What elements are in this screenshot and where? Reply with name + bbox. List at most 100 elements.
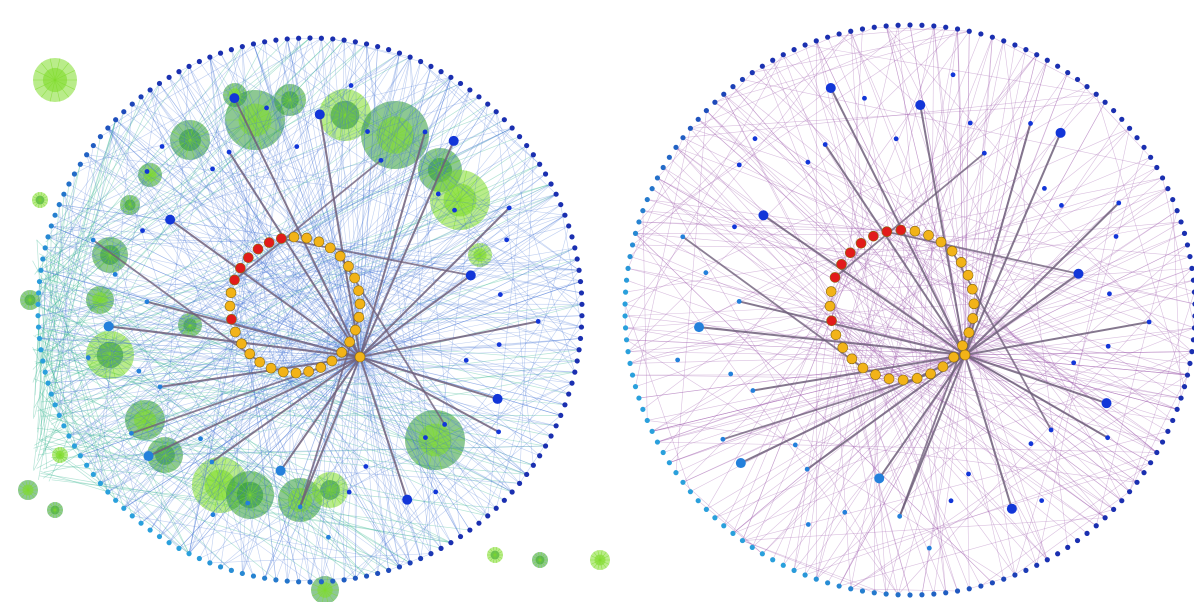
thin-edge	[47, 356, 361, 384]
thin-edge	[862, 367, 1016, 576]
cluster-spoke	[479, 249, 491, 256]
cluster-spoke	[537, 552, 541, 561]
thin-edge	[240, 267, 582, 328]
thin-edge	[652, 354, 966, 432]
thin-edge	[732, 356, 954, 534]
outer-ring-node	[509, 125, 515, 131]
hub-edge	[211, 356, 361, 463]
left-outer-ring	[35, 35, 585, 585]
thin-edge	[149, 89, 265, 579]
thin-edge	[59, 204, 361, 358]
thin-edge	[231, 52, 400, 320]
green-edge	[36, 427, 520, 484]
hub-edge	[682, 236, 864, 369]
thin-edge	[957, 28, 966, 356]
thin-edge	[377, 77, 452, 574]
thin-edge	[38, 292, 361, 358]
cluster-spoke	[109, 354, 126, 374]
green-edge	[38, 136, 101, 481]
outer-ring-node	[156, 80, 163, 87]
outer-ring-node	[1191, 289, 1194, 295]
thin-edge	[340, 255, 569, 395]
thin-edge	[107, 193, 557, 493]
green-edge	[37, 281, 40, 366]
thin-edge	[675, 147, 966, 356]
thin-edge	[308, 61, 421, 372]
thin-edge	[286, 38, 361, 358]
thin-edge	[359, 193, 557, 358]
thin-edge	[714, 378, 918, 519]
mid-node	[433, 489, 439, 495]
thin-edge	[58, 119, 116, 416]
thin-edge	[149, 89, 261, 363]
green-edge	[50, 194, 65, 369]
mid-node	[966, 471, 971, 477]
thin-edge	[842, 347, 1037, 566]
cluster-spoke	[479, 254, 491, 261]
outer-ring-node	[907, 22, 913, 28]
thin-edge	[723, 94, 982, 587]
cluster-spoke	[149, 174, 153, 187]
green-edge	[36, 239, 40, 282]
thin-edge	[86, 154, 565, 216]
thin-edge	[308, 83, 461, 372]
thin-edge	[964, 354, 1145, 473]
outer-ring-node	[1174, 208, 1180, 214]
thin-edge	[972, 318, 1169, 432]
thin-edge	[107, 127, 356, 579]
thin-edge	[283, 41, 356, 372]
thin-edge	[159, 214, 566, 537]
thin-edge	[39, 292, 232, 339]
thin-edge	[286, 38, 361, 358]
cluster-spoke	[202, 484, 221, 508]
outer-ring-node	[71, 443, 78, 449]
cluster-spoke	[313, 489, 331, 499]
mid-node	[1028, 441, 1034, 447]
thin-edge	[264, 154, 534, 579]
thin-edge	[220, 349, 580, 568]
green-edge	[41, 326, 70, 437]
green-edge	[37, 360, 578, 456]
thin-edge	[132, 371, 284, 517]
mid-node	[210, 166, 215, 172]
thin-edge	[330, 247, 580, 271]
thin-edge	[409, 57, 432, 554]
cluster-spoke	[373, 108, 396, 136]
cluster-spoke	[105, 254, 111, 273]
thin-edge	[241, 71, 442, 344]
outer-ring-node	[40, 256, 46, 262]
thin-edge	[100, 41, 265, 137]
thin-edge	[972, 188, 1169, 319]
thin-edge	[816, 40, 966, 356]
thin-edge	[942, 366, 1122, 501]
outer-ring-node	[825, 580, 831, 586]
outer-ring-node	[1189, 349, 1194, 355]
thin-edge	[933, 25, 970, 333]
mid-node	[862, 95, 867, 101]
thin-edge	[235, 331, 540, 457]
cluster-spoke	[99, 299, 104, 314]
cluster-spoke	[147, 174, 151, 187]
mid-node	[874, 473, 885, 484]
mid-node	[926, 545, 932, 551]
thin-edge	[359, 356, 546, 447]
thin-edge	[107, 127, 249, 258]
outer-ring-node	[569, 234, 575, 240]
thin-edge	[657, 177, 837, 336]
green-edge	[43, 371, 575, 473]
outer-ring-node	[363, 41, 370, 47]
thin-edge	[964, 354, 1182, 399]
cluster-spoke	[144, 419, 150, 440]
thin-edge	[295, 136, 520, 374]
hub-edge	[146, 300, 361, 358]
thin-edge	[51, 356, 361, 395]
hub-edge	[919, 104, 966, 356]
outer-ring-node	[1134, 479, 1140, 485]
cluster-spoke	[189, 324, 201, 331]
cluster-spoke	[286, 84, 291, 101]
inner-ring-node	[881, 226, 893, 237]
thin-edge	[359, 356, 546, 447]
thin-edge	[358, 290, 411, 563]
hub-edge	[92, 239, 261, 363]
thin-edge	[178, 71, 349, 267]
